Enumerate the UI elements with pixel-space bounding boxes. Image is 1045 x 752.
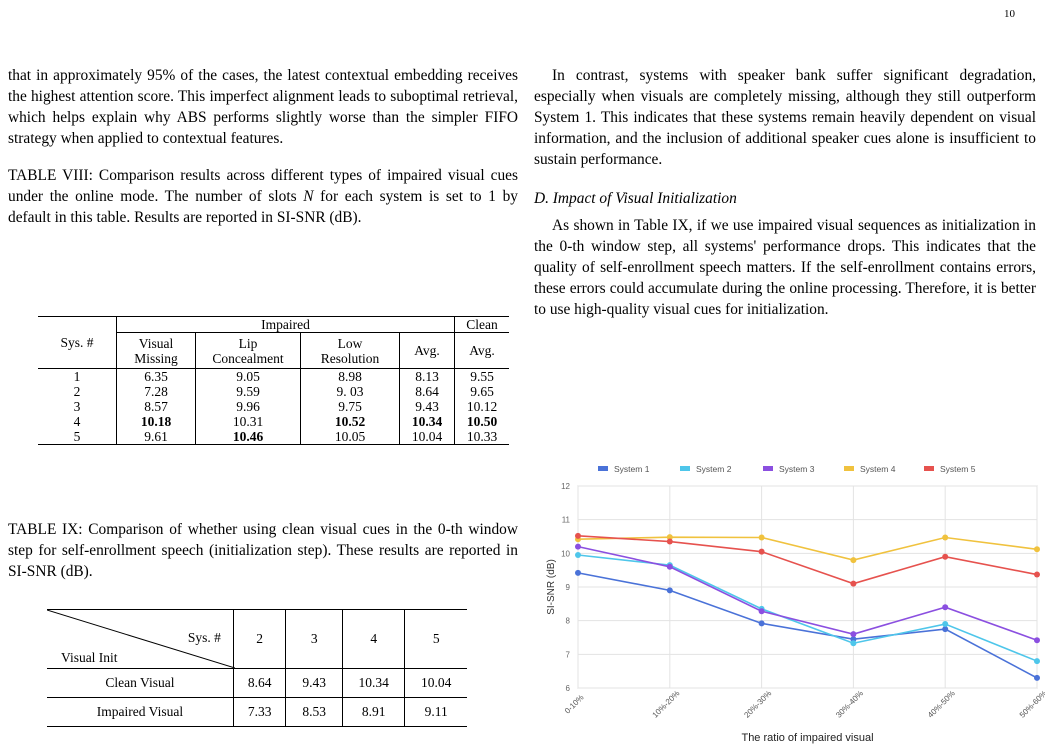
legend-label: System 2 [696, 464, 732, 474]
legend-swatch [598, 466, 608, 471]
table9-caption: TABLE IX: Comparison of whether using cl… [8, 521, 518, 580]
table9-caption-block: TABLE IX: Comparison of whether using cl… [8, 519, 518, 582]
left-column: that in approximately 95% of the cases, … [8, 65, 518, 228]
legend-label: System 3 [779, 464, 815, 474]
table-row: Impaired Visual 7.33 8.53 8.91 9.11 [47, 697, 467, 727]
y-tick-label: 9 [566, 583, 571, 592]
line-chart: 6 7 8 9 10 11 12 0-10% 10%-20% 20%-30% 30%-40% 40%-… [546, 464, 1045, 744]
data-point [575, 543, 581, 550]
data-point [758, 534, 765, 541]
low-resolution-header: Low Resolution [300, 332, 400, 369]
table-row: 3 8.57 9.96 9.75 9.43 10.12 [38, 399, 509, 414]
data-point [1034, 571, 1040, 578]
data-point [758, 548, 765, 555]
data-point [1034, 658, 1040, 665]
x-tick-label: 10%-20% [651, 689, 682, 720]
data-point [942, 534, 949, 541]
y-tick-label: 11 [562, 516, 571, 525]
data-point [850, 580, 857, 587]
data-point [666, 587, 673, 594]
data-point [942, 553, 949, 560]
data-point [758, 608, 765, 615]
table8-caption: TABLE VIII: Comparison results across di… [8, 167, 518, 226]
data-point [666, 534, 673, 541]
legend-swatch [680, 466, 690, 471]
x-tick-label: 30%-40% [834, 689, 865, 720]
x-tick-label: 40%-50% [926, 689, 957, 720]
table-ix: Sys. # Visual Init 2 3 4 5 Clean Visual … [47, 609, 467, 727]
col-header: 3 [285, 609, 343, 669]
lip-concealment-header: Lip Concealment [195, 332, 301, 369]
series-line [577, 545, 1038, 641]
data-point [666, 563, 673, 570]
data-point [850, 631, 857, 638]
table-row: 1 6.35 9.05 8.98 8.13 9.55 [38, 368, 509, 384]
legend-label: System 4 [860, 464, 896, 474]
x-tick-label: 20%-30% [742, 689, 773, 720]
y-tick-label: 7 [566, 650, 571, 659]
clean-avg-header: Avg. [454, 332, 509, 369]
col-header: 2 [232, 609, 286, 669]
data-point [942, 621, 949, 628]
legend-swatch [763, 466, 773, 471]
data-point [942, 626, 949, 633]
legend-swatch [924, 466, 934, 471]
avg-header: Avg. [399, 332, 455, 369]
data-point [1034, 674, 1040, 681]
data-point [575, 569, 581, 576]
sys-label: Sys. # [187, 630, 221, 645]
diagonal-header-cell: Sys. # Visual Init [47, 609, 235, 669]
y-tick-label: 12 [561, 482, 570, 491]
x-axis-label: The ratio of impaired visual [741, 732, 873, 744]
table-viii: Sys. # Impaired Clean Visual Missing Lip C… [38, 316, 509, 445]
data-point [850, 640, 857, 647]
data-point [758, 620, 765, 627]
data-point [575, 532, 581, 539]
left-paragraph-1: that in approximately 95% of the cases, … [8, 67, 518, 147]
legend-swatch [844, 466, 854, 471]
sys-header: Sys. # [38, 316, 117, 369]
series-line [577, 535, 1038, 585]
y-tick-label: 10 [561, 549, 570, 558]
right-paragraph-2: As shown in Table IX, if we use impaired… [534, 217, 1036, 318]
right-column: In contrast, systems with speaker bank s… [534, 65, 1036, 320]
data-point [942, 604, 949, 611]
x-tick-label: 50%-60% [1018, 689, 1045, 720]
y-tick-label: 8 [566, 617, 571, 626]
diagonal-line [47, 610, 235, 668]
right-paragraph-1: In contrast, systems with speaker bank s… [534, 67, 1036, 168]
series-line [577, 554, 1038, 662]
clean-header: Clean [454, 316, 509, 333]
table-row: 5 9.61 10.46 10.05 10.04 10.33 [38, 429, 509, 445]
section-heading: D. Impact of Visual Initialization [534, 190, 737, 207]
data-point [575, 552, 581, 559]
table-row: Clean Visual 8.64 9.43 10.34 10.04 [47, 668, 467, 698]
series-line [577, 572, 1038, 679]
table-row: 4 10.18 10.31 10.52 10.34 10.50 [38, 414, 509, 429]
table-row: 2 7.28 9.59 9. 03 8.64 9.65 [38, 384, 509, 399]
visual-missing-header: Visual Missing [116, 332, 196, 369]
series-line [577, 536, 1038, 561]
legend-label: System 1 [614, 464, 650, 474]
data-point [1034, 546, 1040, 553]
data-point [850, 557, 857, 564]
page-number: 10 [1004, 8, 1015, 20]
legend-label: System 5 [940, 464, 976, 474]
init-label: Visual Init [61, 650, 118, 665]
data-point [1034, 637, 1040, 644]
col-header: 4 [341, 609, 405, 669]
x-tick-label: 0-10% [563, 693, 586, 716]
y-tick-label: 6 [566, 684, 571, 693]
col-header: 5 [404, 609, 467, 669]
impaired-header: Impaired [116, 316, 455, 333]
data-point [666, 538, 673, 545]
y-axis-label: SI-SNR (dB) [546, 559, 557, 615]
